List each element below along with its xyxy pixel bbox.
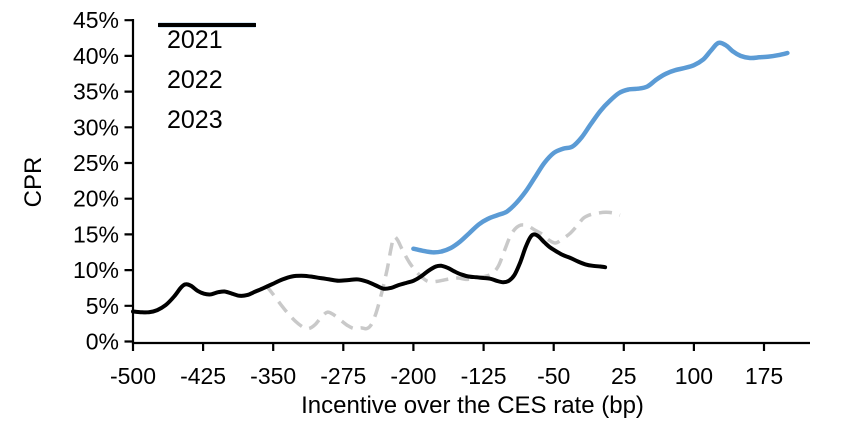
y-tick-label: 20% bbox=[73, 186, 119, 212]
x-tick-label: -500 bbox=[110, 363, 156, 389]
x-tick-label: -425 bbox=[180, 363, 226, 389]
x-tick-label: 25 bbox=[611, 363, 637, 389]
axis-lines bbox=[131, 19, 810, 345]
x-tick-label: -275 bbox=[320, 363, 366, 389]
legend-label-2022: 2022 bbox=[167, 65, 223, 94]
y-tick-label: 35% bbox=[73, 79, 119, 105]
y-tick-label: 45% bbox=[73, 7, 119, 33]
y-tick-label: 40% bbox=[73, 43, 119, 69]
tick-marks bbox=[124, 19, 766, 351]
x-tick-label: 100 bbox=[675, 363, 713, 389]
legend-line-2023-icon bbox=[158, 23, 256, 27]
series-line-2022 bbox=[264, 210, 621, 331]
x-axis-title: Incentive over the CES rate (bp) bbox=[301, 392, 644, 419]
x-tick-label: 175 bbox=[745, 363, 783, 389]
legend-label-2021: 2021 bbox=[167, 25, 223, 54]
y-tick-label: 15% bbox=[73, 221, 119, 247]
x-tick-label: -50 bbox=[537, 363, 570, 389]
y-tick-label: 30% bbox=[73, 114, 119, 140]
legend: 2021 2022 2023 bbox=[158, 20, 256, 140]
series-line-2021 bbox=[411, 40, 790, 255]
y-tick-label: 25% bbox=[73, 150, 119, 176]
x-tick-label: -350 bbox=[250, 363, 296, 389]
y-tick-label: 5% bbox=[86, 293, 119, 319]
x-tick-label: -200 bbox=[390, 363, 436, 389]
y-tick-label: 0% bbox=[86, 329, 119, 355]
legend-label-2023: 2023 bbox=[167, 105, 223, 134]
legend-item-2022: 2022 bbox=[158, 23, 255, 100]
legend-item-2023: 2023 bbox=[158, 23, 256, 140]
series-line-2023 bbox=[131, 232, 608, 315]
x-tick-label: -125 bbox=[461, 363, 507, 389]
y-tick-label: 10% bbox=[73, 257, 119, 283]
y-axis-title: CPR bbox=[20, 156, 47, 208]
